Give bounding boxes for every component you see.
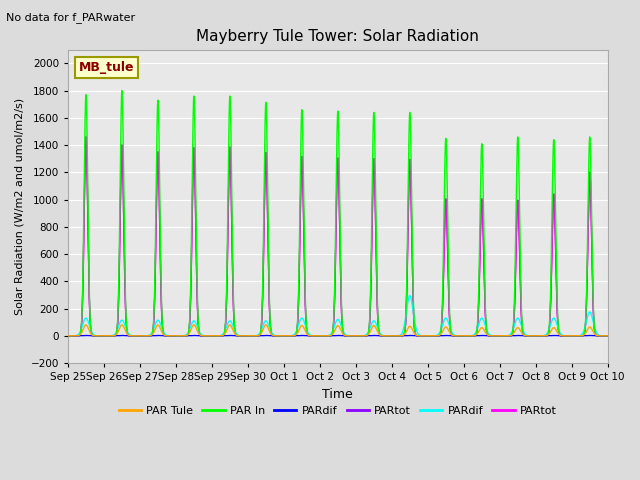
X-axis label: Time: Time xyxy=(323,388,353,401)
Text: No data for f_PARwater: No data for f_PARwater xyxy=(6,12,136,23)
Title: Mayberry Tule Tower: Solar Radiation: Mayberry Tule Tower: Solar Radiation xyxy=(196,29,479,44)
Legend: PAR Tule, PAR In, PARdif, PARtot, PARdif, PARtot: PAR Tule, PAR In, PARdif, PARtot, PARdif… xyxy=(114,401,561,420)
Y-axis label: Solar Radiation (W/m2 and umol/m2/s): Solar Radiation (W/m2 and umol/m2/s) xyxy=(15,98,25,315)
Text: MB_tule: MB_tule xyxy=(79,61,134,74)
